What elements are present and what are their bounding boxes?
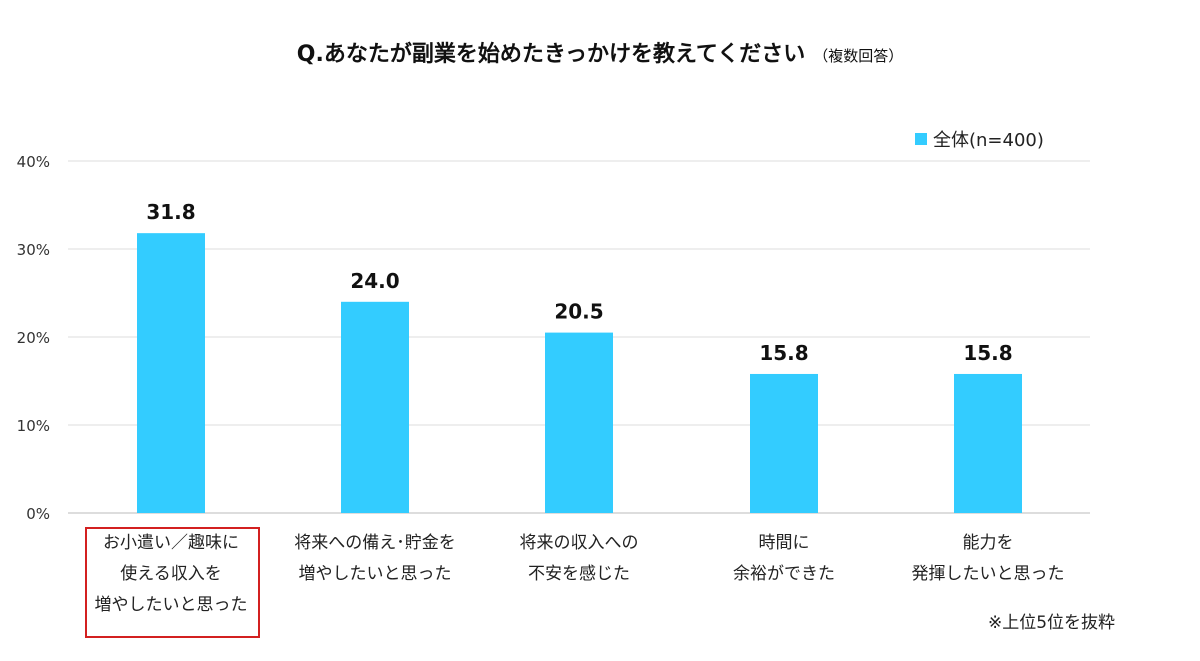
category-label-line: 能力を [962,533,1014,553]
y-tick-label: 30% [17,241,50,259]
footnote: ※上位5位を抜粋 [988,613,1116,633]
y-tick-label: 0% [26,505,50,523]
data-label: 24.0 [350,269,399,293]
legend-swatch [915,133,927,145]
legend: 全体(n=400) [915,126,1044,152]
highlight-box [85,527,260,638]
category-label-line: 将来の収入への [519,533,639,553]
data-label: 15.8 [963,341,1012,365]
category-label-line: 増やしたいと思った [298,564,452,584]
data-label: 20.5 [554,300,603,324]
data-label: 31.8 [146,200,195,224]
category-label-line: 将来への備え･貯金を [294,533,456,553]
category-label-line: 余裕ができた [733,564,835,584]
category-label-line: 増やしたいと思った [94,595,248,615]
bar [137,233,205,513]
category-label-line: お小遣い／趣味に [103,533,239,553]
category-label-line: 使える収入を [120,564,222,584]
category-label: お小遣い／趣味に 使える収入を増やしたいと思った [71,528,271,621]
bar [341,301,409,513]
category-label: 時間に 余裕ができた [684,528,884,590]
y-tick-label: 10% [17,417,50,435]
category-label-line: 不安を感じた [528,564,630,584]
data-label: 15.8 [759,341,808,365]
category-label: 将来の収入への 不安を感じた [479,528,679,590]
category-label: 能力を発揮したいと思った [888,528,1088,590]
legend-label: 全体(n=400) [933,130,1044,151]
y-tick-label: 40% [17,153,50,171]
category-label: 将来への備え･貯金を 増やしたいと思った [275,528,475,590]
y-tick-label: 20% [17,329,50,347]
bar [954,373,1022,513]
chart-subtitle: （複数回答） [813,47,904,65]
chart-title: Q.あなたが副業を始めたきっかけを教えてください （複数回答） [296,42,904,67]
bar [750,373,818,513]
category-label-line: 発揮したいと思った [911,564,1065,584]
bar [545,332,613,513]
category-label-line: 時間に [758,533,810,553]
